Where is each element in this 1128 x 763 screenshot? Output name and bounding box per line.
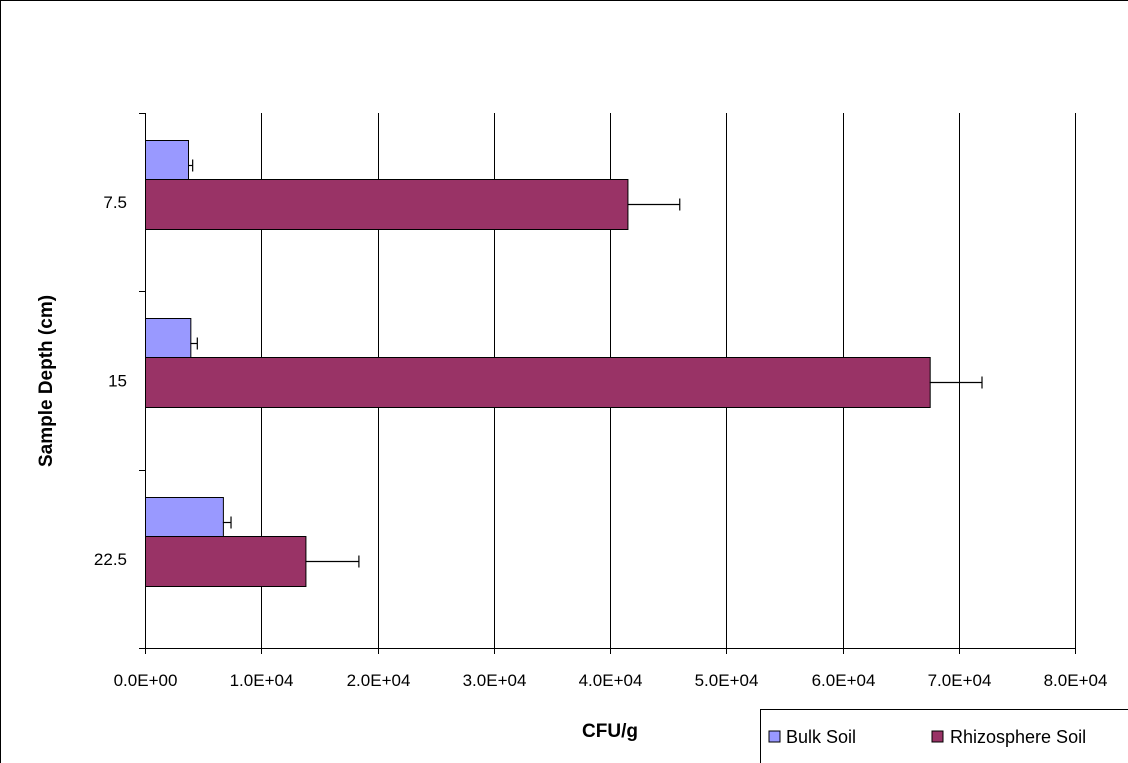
legend: Bulk Soil Rhizosphere Soil [760, 709, 1128, 763]
x-tick-label: 1.0E+04 [230, 671, 294, 690]
bar-rhizosphere-soil [145, 357, 931, 408]
x-tick-label: 6.0E+04 [812, 671, 876, 690]
x-tick-label: 3.0E+04 [463, 671, 527, 690]
x-tick-label: 7.0E+04 [928, 671, 992, 690]
x-tick-label: 5.0E+04 [695, 671, 759, 690]
legend-label-rhizosphere-soil: Rhizosphere Soil [950, 727, 1086, 747]
x-tick-label: 0.0E+00 [114, 671, 178, 690]
y-tick-label: 7.5 [103, 193, 127, 212]
tick-labels: 0.0E+00 1.0E+04 2.0E+04 3.0E+04 4.0E+04 5.0E+… [94, 193, 1108, 690]
legend-box [760, 709, 1128, 763]
bars [145, 140, 931, 587]
y-tick-label: 15 [108, 372, 127, 391]
legend-swatch-bulk-soil [768, 730, 781, 743]
legend-swatch-rhizosphere-soil [931, 730, 944, 743]
bar-rhizosphere-soil [145, 536, 307, 587]
y-tick-label: 22.5 [94, 550, 127, 569]
x-axis-title: CFU/g [582, 721, 638, 742]
bar-rhizosphere-soil [145, 179, 629, 230]
axes [139, 113, 1076, 654]
legend-label-bulk-soil: Bulk Soil [786, 727, 856, 747]
error-bars [188, 159, 983, 568]
x-tick-label: 8.0E+04 [1044, 671, 1108, 690]
y-axis-title: Sample Depth (cm) [36, 295, 57, 467]
x-tick-label: 2.0E+04 [347, 671, 411, 690]
x-tick-label: 4.0E+04 [579, 671, 643, 690]
